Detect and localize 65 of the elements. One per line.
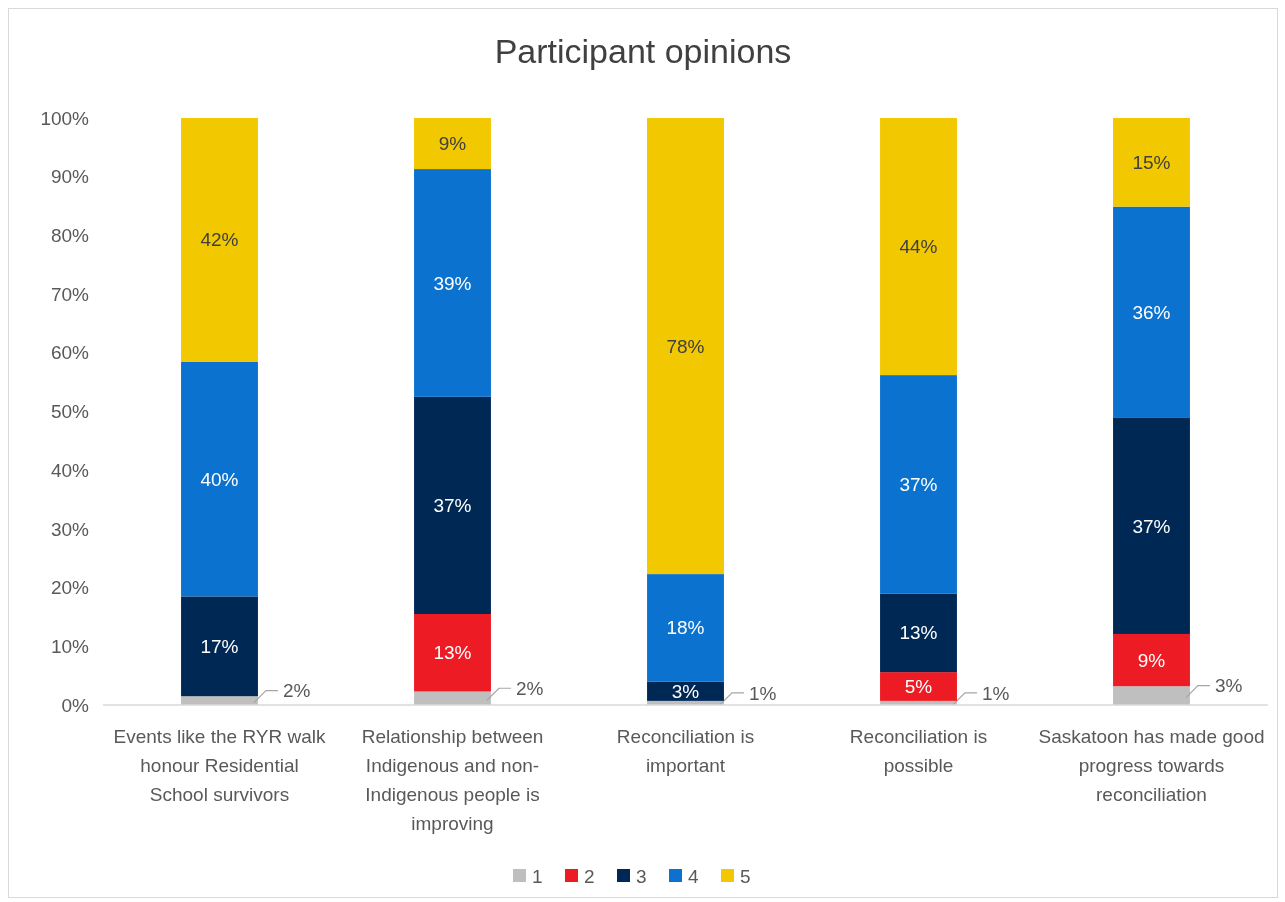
bar (1113, 206, 1190, 418)
y-tick-label: 80% (50, 225, 90, 247)
data-label: 39% (433, 272, 472, 294)
bar (1113, 417, 1190, 634)
data-label: 36% (1132, 301, 1171, 323)
data-label: 5% (904, 676, 933, 698)
bar (1113, 118, 1190, 207)
data-label: 13% (433, 642, 472, 664)
bar (414, 691, 491, 705)
y-tick-label: 30% (50, 518, 90, 540)
data-label: 2% (282, 680, 311, 702)
chart-title: Participant opinions (494, 32, 792, 70)
x-tick-label: Reconciliation is important (616, 726, 755, 776)
y-tick-label: 90% (50, 166, 90, 188)
data-label: 1% (748, 682, 777, 704)
data-label: 37% (433, 495, 472, 517)
x-tick-label: Relationship between Indigenous and non-Indigenous people is improving (361, 726, 544, 834)
data-label: 2% (515, 677, 544, 699)
y-tick-label: 60% (50, 342, 90, 364)
bar (647, 574, 724, 682)
y-tick-label: 70% (50, 283, 90, 305)
y-tick-label: 10% (50, 635, 90, 657)
bar (647, 118, 724, 575)
legend-label: 5 (740, 865, 751, 887)
bar (414, 118, 491, 170)
data-label: 15% (1132, 151, 1171, 173)
data-label: 1% (981, 682, 1010, 704)
data-label: 3% (671, 680, 700, 702)
bar (880, 118, 957, 376)
bar (181, 696, 258, 705)
data-label: 13% (899, 622, 938, 644)
data-label: 44% (899, 236, 938, 258)
data-label: 3% (1214, 675, 1243, 697)
bar (181, 596, 258, 697)
legend-label: 1 (532, 865, 543, 887)
bar (181, 361, 258, 597)
bar (414, 614, 491, 692)
legend-label: 4 (688, 865, 699, 887)
x-tick-label: Events like the RYR walk honour Residential School survivors (113, 726, 326, 805)
legend-label: 3 (636, 865, 647, 887)
bar (414, 396, 491, 615)
data-label: 37% (899, 473, 938, 495)
x-tick-label: Saskatoon has made good progress towards reconciliation (1038, 726, 1265, 805)
data-label: 9% (438, 133, 467, 155)
data-label: 78% (666, 335, 705, 357)
bar (1113, 633, 1190, 687)
bar (414, 169, 491, 397)
bar (1113, 686, 1190, 705)
bar (880, 672, 957, 701)
y-tick-label: 20% (50, 577, 90, 599)
y-tick-label: 100% (40, 107, 90, 129)
data-label: 40% (200, 468, 239, 490)
data-label: 42% (200, 229, 239, 251)
bar (181, 118, 258, 362)
x-tick-label: Reconciliation is possible (849, 726, 988, 776)
data-label: 18% (666, 617, 705, 639)
data-label: 9% (1137, 649, 1166, 671)
data-label: 37% (1132, 515, 1171, 537)
y-tick-label: 50% (50, 401, 90, 423)
y-tick-label: 0% (61, 694, 90, 716)
bar (880, 593, 957, 673)
bar (880, 375, 957, 594)
y-tick-label: 40% (50, 459, 90, 481)
data-label: 17% (200, 635, 239, 657)
legend-label: 2 (584, 865, 595, 887)
